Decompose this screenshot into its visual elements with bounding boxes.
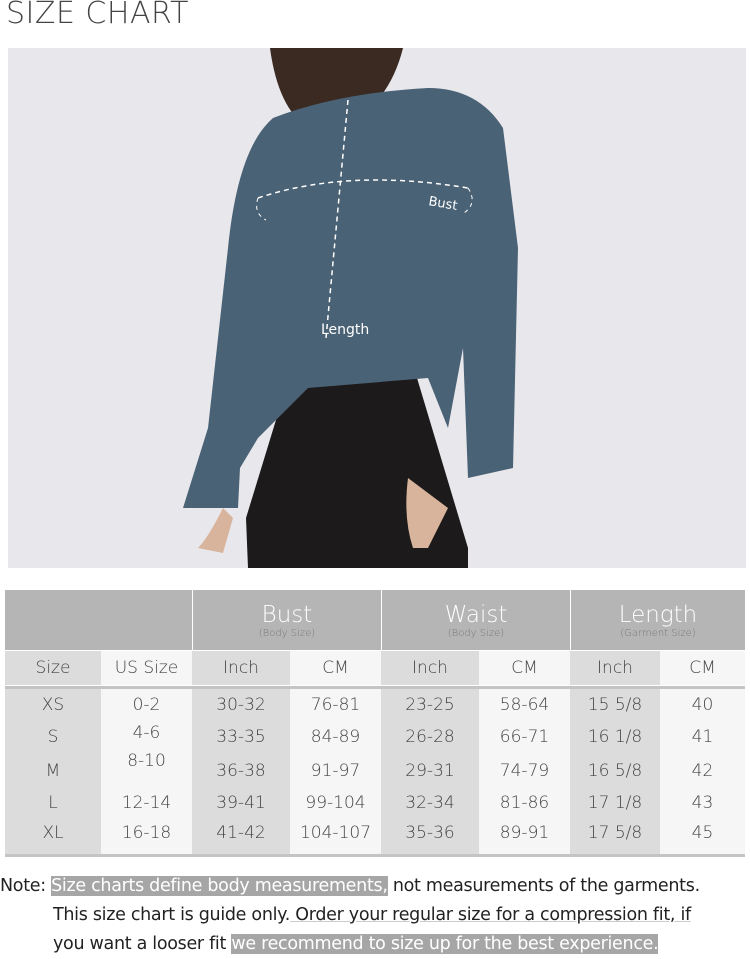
note-highlight-2: we recommend to size up for the best exp… (231, 934, 659, 954)
column-header: CM (660, 651, 745, 685)
table-cell: 41-42 (216, 823, 266, 843)
table-cell: 4-6 (132, 723, 161, 743)
table-cell: L (48, 793, 58, 813)
table-cell: 99-104 (305, 793, 366, 813)
table-cell: 104-107 (299, 823, 372, 843)
table-cell: 12-14 (121, 793, 172, 813)
table-cell: 91-97 (310, 761, 361, 781)
group-label: Bust (261, 601, 313, 628)
table-cell: 29-31 (405, 761, 455, 781)
column-header: Inch (192, 651, 290, 685)
table-cell: 42 (691, 761, 714, 781)
note-text-3: Order your regular size for a compressio… (290, 905, 691, 925)
table-cell: S (47, 727, 59, 747)
table-cell: 32-34 (405, 793, 455, 813)
table-cell: 35-36 (405, 823, 455, 843)
table-cell: 43 (691, 793, 714, 813)
note-text-2: This size chart is guide only. (53, 905, 291, 925)
column-bg (660, 689, 745, 854)
length-label: Length (321, 322, 369, 338)
table-cell: 16-18 (121, 823, 172, 843)
table-cell: 84-89 (310, 727, 361, 747)
column-bg (5, 689, 101, 854)
table-cell: 40 (691, 695, 714, 715)
note-text-1: not measurements of the garments. (387, 876, 700, 896)
table-cell: 39-41 (216, 793, 266, 813)
table-cell: M (45, 761, 61, 781)
divider (5, 686, 745, 689)
column-bg (381, 689, 479, 854)
group-header: Length (Garment Size) (571, 590, 745, 650)
column-header: Inch (570, 651, 660, 685)
column-header: Inch (381, 651, 479, 685)
column-bg (570, 689, 660, 854)
group-sublabel: (Body Size) (258, 627, 316, 639)
product-photo: Bust Length (8, 48, 746, 568)
table-cell: 17 1/8 (587, 793, 643, 813)
table-cell: 58-64 (499, 695, 550, 715)
table-cell: 81-86 (499, 793, 550, 813)
column-header: CM (479, 651, 570, 685)
table-cell: 76-81 (310, 695, 361, 715)
table-cell: 36-38 (216, 761, 266, 781)
column-bg (101, 689, 192, 854)
table-cell: 74-79 (499, 761, 550, 781)
table-cell: 0-2 (132, 695, 161, 715)
group-label: Waist (444, 601, 508, 628)
table-cell: 66-71 (499, 727, 550, 747)
table-cell: 26-28 (405, 727, 455, 747)
table-cell: 89-91 (499, 823, 550, 843)
group-sublabel: (Body Size) (447, 627, 505, 639)
column-header: Size (5, 651, 101, 685)
note: Note: Size charts define body measuremen… (0, 872, 700, 959)
column-bg (290, 689, 381, 854)
table-cell: 8-10 (127, 751, 166, 771)
column-bg (479, 689, 570, 854)
table-cell: XS (41, 695, 65, 715)
table-cell: 30-32 (216, 695, 266, 715)
divider (5, 854, 745, 857)
group-header: Waist (Body Size) (382, 590, 570, 650)
group-label: Length (618, 601, 698, 628)
group-header: Bust (Body Size) (193, 590, 381, 650)
table-cell: XL (42, 823, 64, 843)
note-text-4: you want a looser fit (53, 934, 232, 954)
table-cell: 17 5/8 (587, 823, 643, 843)
table-cell: 41 (691, 727, 714, 747)
note-prefix: Note: (0, 876, 46, 896)
column-header: CM (290, 651, 381, 685)
column-header: US Size (101, 651, 192, 685)
table-cell: 15 5/8 (587, 695, 643, 715)
table-cell: 45 (691, 823, 714, 843)
bust-label: Bust (427, 194, 458, 214)
group-sublabel: (Garment Size) (620, 627, 696, 639)
shirt (183, 88, 518, 508)
column-bg (192, 689, 290, 854)
table-cell: 16 5/8 (587, 761, 643, 781)
page-title: SIZE CHART (6, 0, 189, 31)
table-cell: 33-35 (216, 727, 266, 747)
note-highlight-1: Size charts define body measurements, (51, 876, 388, 896)
table-cell: 23-25 (405, 695, 455, 715)
table-cell: 16 1/8 (587, 727, 643, 747)
header-blank (5, 590, 192, 650)
